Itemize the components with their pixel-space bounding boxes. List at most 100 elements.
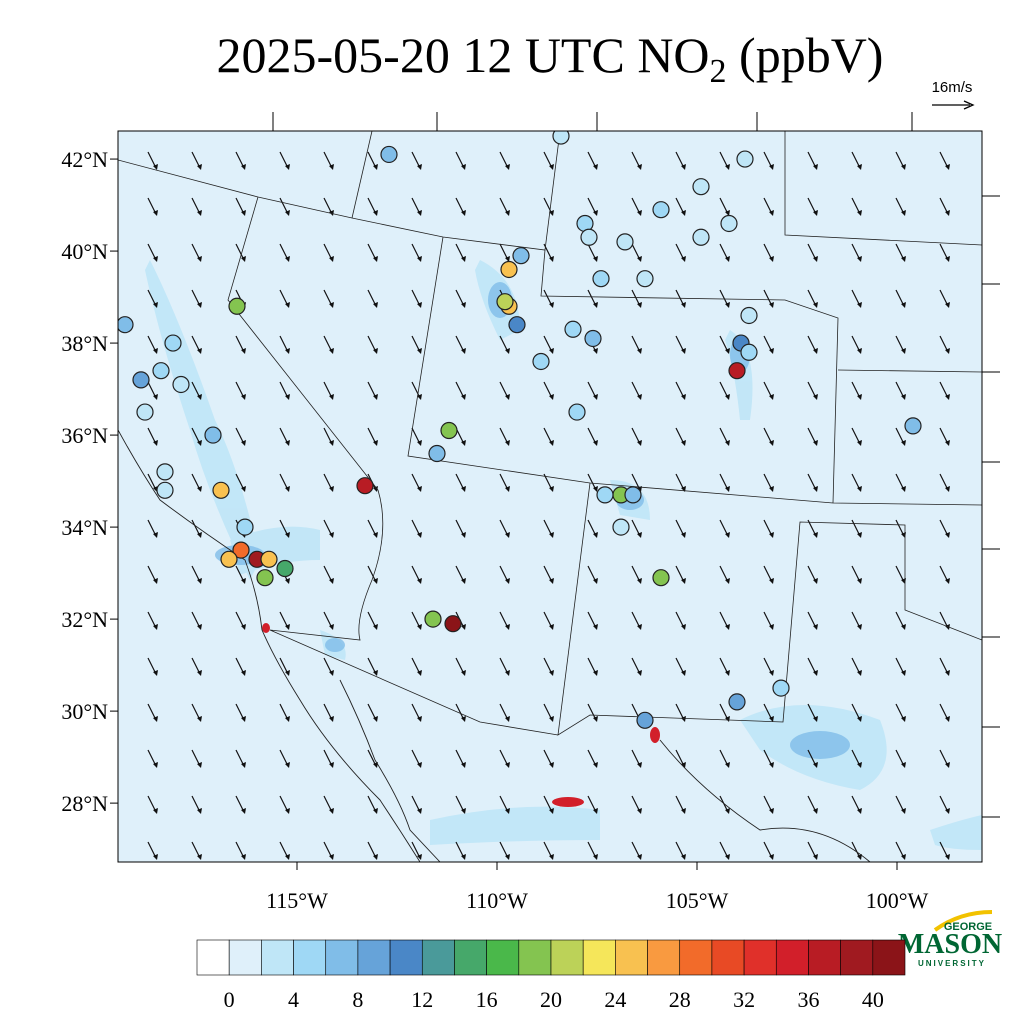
station [424, 610, 442, 628]
colorbar-box [743, 939, 777, 976]
station [592, 270, 610, 288]
station [692, 228, 710, 246]
colorbar-tick-label: 0 [224, 987, 235, 1012]
station [136, 403, 154, 421]
lat-tick-label: 28°N [61, 791, 108, 816]
colorbar-box [808, 939, 841, 976]
station [212, 481, 230, 499]
station [692, 178, 710, 196]
title: 2025-05-20 12 UTC NO2 (ppbV) [217, 27, 884, 90]
lat-tick-label: 30°N [61, 699, 108, 724]
logo: GEORGE MASON UNIVERSITY [898, 910, 1002, 968]
colorbar-tick-label: 8 [352, 987, 363, 1012]
station [356, 477, 374, 495]
colorbar-box [228, 939, 262, 976]
lat-tick-label: 42°N [61, 147, 108, 172]
title-suffix: (ppbV) [727, 27, 884, 83]
station [156, 481, 174, 499]
title-subscript: 2 [710, 53, 727, 90]
station [580, 228, 598, 246]
station [500, 260, 518, 279]
station [720, 214, 738, 233]
colorbar-tick-label: 12 [411, 987, 433, 1012]
station [152, 362, 170, 380]
station [228, 297, 246, 315]
station [236, 518, 254, 536]
station [568, 403, 586, 421]
colorbar-box [421, 939, 455, 976]
station [728, 693, 746, 711]
colorbar-tick-label: 16 [476, 987, 498, 1012]
wind-reference-label: 16m/s [932, 79, 973, 96]
station [904, 417, 922, 435]
colorbar-box [872, 939, 906, 976]
station [532, 352, 550, 371]
colorbar-box [711, 939, 745, 976]
station [118, 316, 134, 334]
station [740, 343, 758, 361]
lon-tick-label: 100°W [866, 888, 929, 913]
lon-tick-label: 105°W [666, 888, 729, 913]
station [496, 293, 514, 311]
state-borders [118, 131, 982, 736]
station [156, 463, 174, 481]
colorbar-tick-label: 32 [733, 987, 755, 1012]
map-frame [117, 130, 983, 863]
colorbar-box [357, 939, 391, 976]
station [220, 550, 238, 568]
station [440, 421, 458, 440]
lon-tick-label: 115°W [266, 888, 328, 913]
station [740, 306, 758, 325]
title-text: 2025-05-20 12 UTC NO [217, 27, 710, 83]
colorbar-box [647, 939, 681, 976]
station [276, 559, 294, 578]
lat-tick-label: 32°N [61, 607, 108, 632]
station [508, 316, 526, 334]
frame-ticks [272, 112, 1000, 818]
colorbar-tick-label: 36 [797, 987, 819, 1012]
station [512, 247, 530, 265]
map-area [118, 131, 982, 862]
colorbar-box [486, 939, 520, 976]
station [616, 233, 634, 251]
station [428, 444, 446, 463]
colorbar-box [775, 939, 809, 976]
station [204, 426, 222, 444]
colorbar-tick-label: 24 [604, 987, 626, 1012]
lat-tick-label: 36°N [61, 423, 108, 448]
colorbar-box [582, 939, 616, 976]
colorbar-box [196, 939, 230, 976]
colorbar-tick-label: 20 [540, 987, 562, 1012]
station [728, 362, 746, 380]
colorbar-tick-label: 28 [669, 987, 691, 1012]
station [132, 371, 150, 389]
logo-top: GEORGE [944, 921, 992, 933]
colorbar-box [325, 939, 359, 976]
station [612, 518, 630, 536]
colorbar-box [261, 939, 294, 976]
station [624, 486, 642, 504]
wind-reference-arrow [932, 100, 975, 110]
station [232, 541, 250, 559]
station [164, 334, 182, 352]
colorbar-box [550, 939, 584, 976]
colorbar-box [293, 939, 327, 976]
station [636, 270, 654, 288]
station [380, 145, 398, 164]
station [564, 320, 582, 338]
colorbar-tick-label: 40 [862, 987, 884, 1012]
station [552, 131, 570, 145]
station [584, 329, 602, 348]
station [172, 375, 190, 394]
station [256, 569, 274, 587]
colorbar-box [389, 939, 423, 976]
lat-tick-label: 34°N [61, 515, 108, 540]
colorbar-box [679, 939, 713, 976]
lat-tick-label: 40°N [61, 239, 108, 264]
station [652, 569, 670, 587]
station [636, 711, 654, 729]
colorbar-box [840, 939, 874, 976]
station [736, 150, 754, 168]
station [772, 679, 790, 697]
